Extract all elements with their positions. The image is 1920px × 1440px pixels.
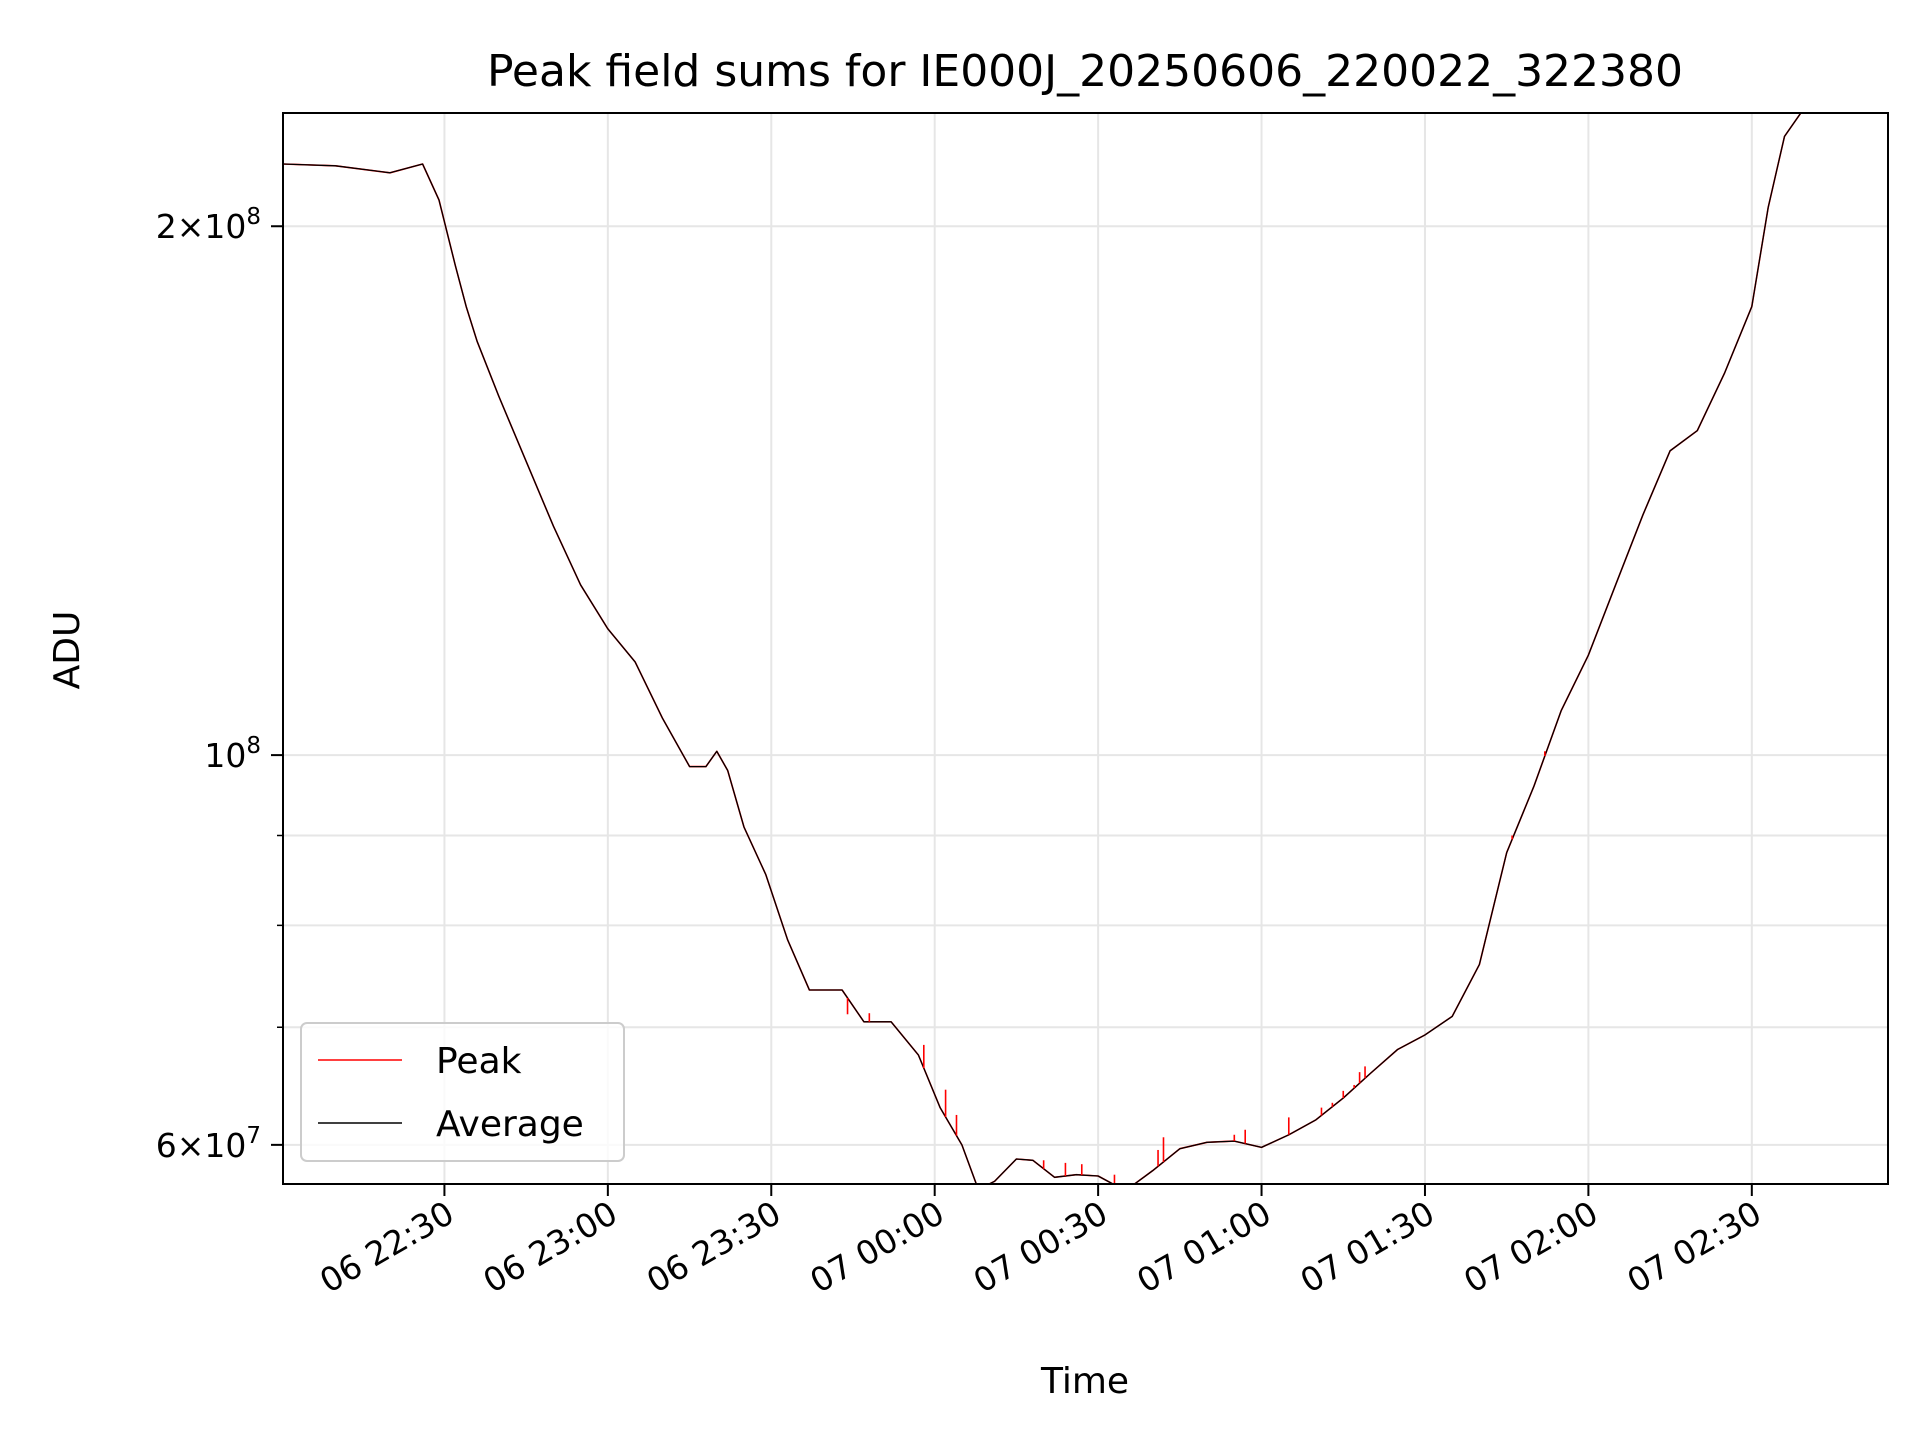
legend-label-average: Average (436, 1104, 584, 1145)
legend: Peak Average (300, 1022, 625, 1162)
y-tick-label: 6×107 (156, 1123, 261, 1165)
chart-title: Peak field sums for IE000J_20250606_2200… (487, 46, 1683, 97)
series-layer (283, 113, 1802, 1184)
legend-box (300, 1022, 625, 1162)
series-line-average (283, 113, 1802, 1184)
y-axis: 6×107 108 2×108 (156, 204, 283, 1165)
y-tick-label: 108 (204, 733, 261, 775)
y-axis-label: ADU (47, 611, 88, 690)
legend-label-peak: Peak (436, 1041, 522, 1082)
x-axis-label: Time (1040, 1361, 1129, 1402)
grid (283, 113, 1888, 1184)
plot-frame (282, 112, 1889, 1185)
y-tick-label: 2×108 (156, 204, 261, 246)
